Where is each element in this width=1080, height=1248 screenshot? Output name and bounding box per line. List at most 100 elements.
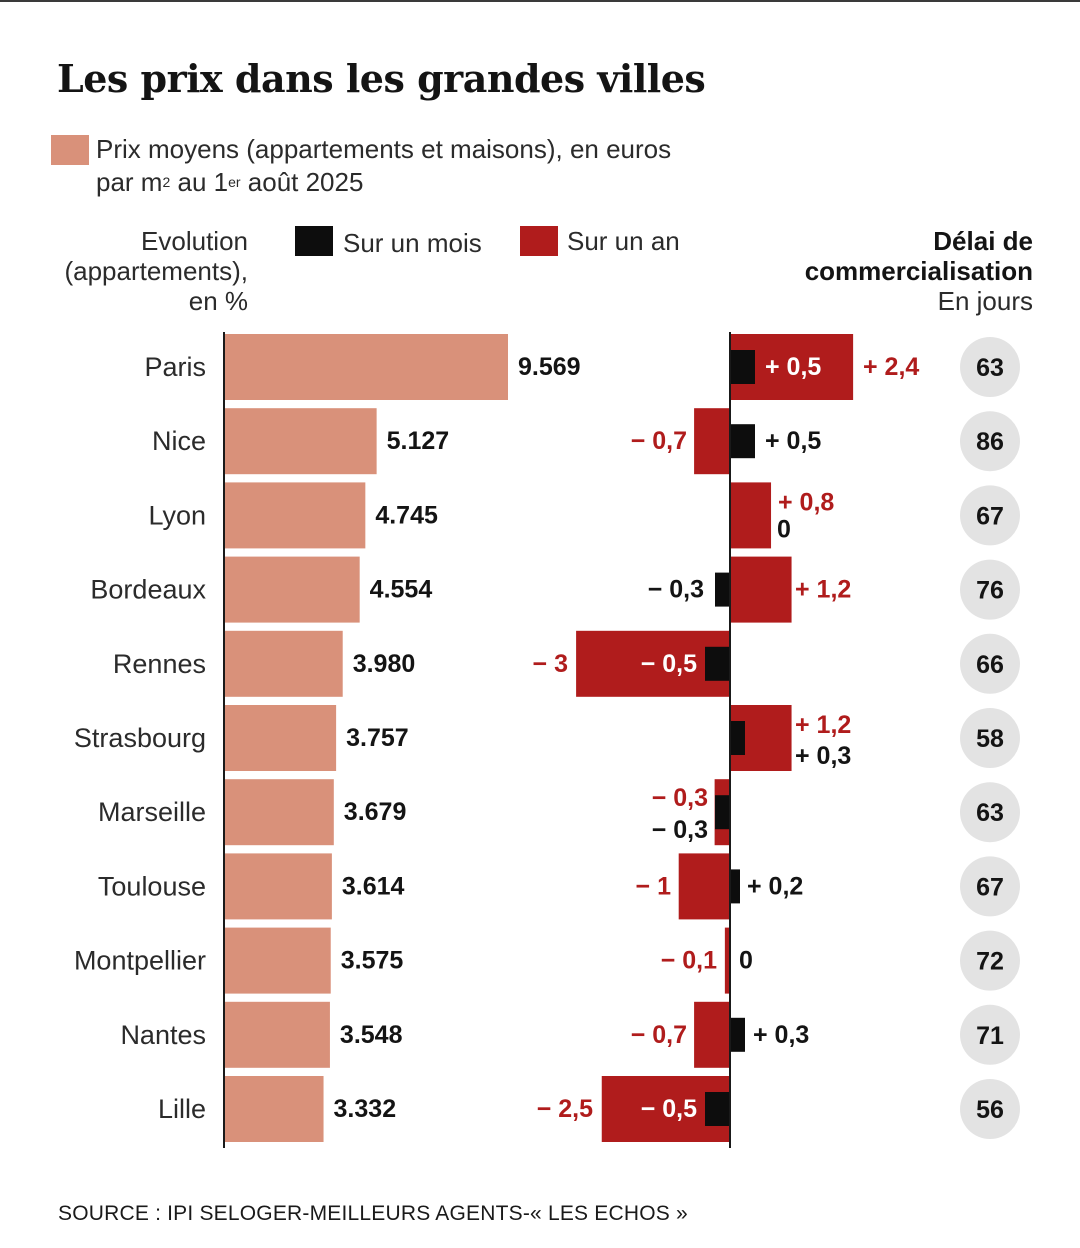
year-bar xyxy=(730,556,792,623)
delai-value: 72 xyxy=(976,948,1004,976)
delai-header-line2: commercialisation xyxy=(804,256,1033,286)
delai-header-line3: En jours xyxy=(937,286,1033,316)
city-label: Lille xyxy=(158,1094,206,1124)
delai-value: 66 xyxy=(976,651,1004,679)
city-label: Montpellier xyxy=(74,946,206,976)
delai-circle xyxy=(960,1004,1020,1065)
price-bar xyxy=(225,408,377,475)
price-label: 9.569 xyxy=(518,353,581,381)
month-label: 0 xyxy=(777,515,791,543)
delai-circle xyxy=(960,411,1020,472)
price-bar xyxy=(225,556,360,623)
delai-value: 63 xyxy=(976,354,1004,382)
year-label: + 1,2 xyxy=(795,576,851,604)
legend-price-swatch xyxy=(51,135,89,165)
delai-circle xyxy=(960,337,1020,397)
month-label: + 0,5 xyxy=(765,427,821,455)
legend-price-text: Prix moyens (appartements et maisons), e… xyxy=(96,133,671,203)
year-bar xyxy=(694,408,730,475)
legend-price-unit: par m xyxy=(96,167,163,197)
legend-month-swatch xyxy=(295,226,333,256)
chart-area: Paris 9.569 Nice 5.127 Lyon 4.745 Bordeaux 4.55… xyxy=(74,332,1020,1148)
year-label: − 0,7 xyxy=(631,1021,687,1049)
price-label: 3.980 xyxy=(353,650,416,678)
legend-year-swatch xyxy=(520,226,558,256)
price-label: 5.127 xyxy=(387,427,450,455)
year-label: − 0,3 xyxy=(652,784,708,812)
month-bar xyxy=(730,1017,745,1052)
price-label: 3.575 xyxy=(341,947,404,975)
month-label: − 0,5 xyxy=(641,1095,697,1123)
price-label: 4.554 xyxy=(370,576,433,604)
price-label: 3.548 xyxy=(340,1021,403,1049)
delai-header-line1: Délai de xyxy=(933,226,1033,256)
price-bar xyxy=(225,779,334,846)
delai-circle xyxy=(960,708,1020,768)
month-label: + 0,3 xyxy=(795,742,851,770)
price-label: 3.614 xyxy=(342,872,405,900)
delai-value: 76 xyxy=(976,577,1004,605)
legend-month-text: Sur un mois xyxy=(343,228,482,258)
year-bar xyxy=(730,482,772,549)
month-bar xyxy=(730,869,740,904)
delai-circle xyxy=(960,633,1020,694)
month-bar xyxy=(705,1092,730,1126)
city-label: Marseille xyxy=(98,797,206,827)
year-label: + 2,4 xyxy=(863,353,919,381)
chart-title: Les prix dans les grandes villes xyxy=(57,56,706,101)
year-label: − 1 xyxy=(636,872,672,900)
delai-circle xyxy=(960,1079,1020,1139)
month-bar xyxy=(715,572,730,607)
month-label: − 0,3 xyxy=(648,576,704,604)
delai-value: 63 xyxy=(976,799,1004,827)
top-rule xyxy=(0,0,1080,2)
month-bar xyxy=(730,721,745,755)
price-bar xyxy=(225,482,366,549)
price-label: 4.745 xyxy=(375,501,438,529)
month-bar xyxy=(730,350,755,384)
legend-price-date-b: août 2025 xyxy=(240,167,364,197)
month-label: + 0,2 xyxy=(747,872,803,900)
city-label: Lyon xyxy=(148,500,206,530)
delai-value: 67 xyxy=(976,502,1004,530)
year-bar xyxy=(694,1001,730,1068)
delai-value: 58 xyxy=(976,725,1004,753)
city-label: Toulouse xyxy=(98,871,206,901)
city-label: Strasbourg xyxy=(74,723,206,753)
delai-value: 56 xyxy=(976,1096,1004,1124)
evolution-label: Evolution (appartements), en % xyxy=(30,226,248,316)
year-label: − 0,7 xyxy=(631,427,687,455)
legend-price-date-a: au 1 xyxy=(170,167,229,197)
year-label: + 1,2 xyxy=(795,711,851,739)
legend-price-sup: 2 xyxy=(162,174,171,190)
evolution-label-line1: Evolution xyxy=(141,226,248,256)
delai-circle xyxy=(960,559,1020,620)
year-label: − 2,5 xyxy=(537,1095,593,1123)
source-note: SOURCE : IPI SELOGER-MEILLEURS AGENTS-« … xyxy=(58,1202,688,1225)
price-bar xyxy=(225,853,332,920)
evolution-label-line2: (appartements), xyxy=(64,256,248,286)
delai-value: 67 xyxy=(976,873,1004,901)
year-bar xyxy=(576,630,730,697)
month-label: + 0,5 xyxy=(765,353,821,381)
month-label: − 0,5 xyxy=(641,650,697,678)
month-label: + 0,3 xyxy=(753,1021,809,1049)
price-label: 3.679 xyxy=(344,798,407,826)
price-bar xyxy=(225,630,343,697)
delai-circle xyxy=(960,485,1020,546)
year-label: − 0,1 xyxy=(661,947,717,975)
legend-price-date-sup: er xyxy=(228,174,241,190)
price-bar xyxy=(225,705,337,771)
price-label: 3.757 xyxy=(346,724,409,752)
delai-header: Délai de commercialisation En jours xyxy=(805,226,1033,316)
delai-value: 86 xyxy=(976,428,1004,456)
delai-value: 71 xyxy=(976,1022,1004,1050)
year-label: + 0,8 xyxy=(778,488,834,516)
month-bar xyxy=(715,795,730,830)
price-bar xyxy=(225,927,331,994)
month-label: − 0,3 xyxy=(652,816,708,844)
price-bar xyxy=(225,1076,324,1142)
delai-circle xyxy=(960,782,1020,843)
month-label: 0 xyxy=(739,947,753,975)
legend-price-line2: par m2 au 1er août 2025 xyxy=(96,166,671,203)
